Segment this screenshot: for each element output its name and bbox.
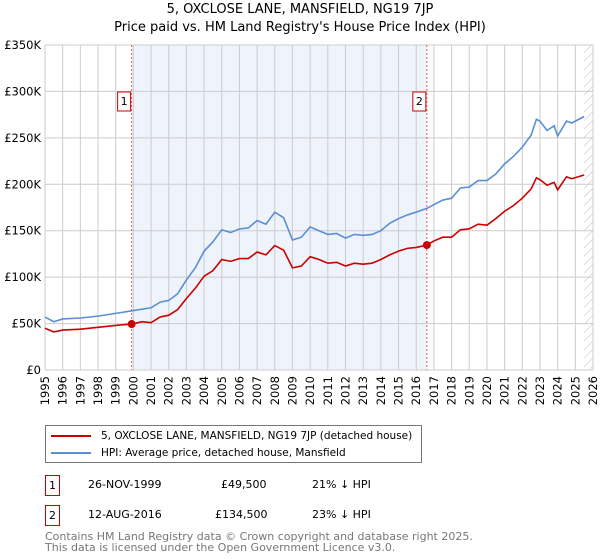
chart-svg: 1995 1996 1997 1998 1999 2000 2001 2002 2003 2004… (4, 38, 600, 405)
y-tick-label: £250K (4, 131, 41, 145)
sold-period-shading (131, 45, 427, 370)
legend: 5, OXCLOSE LANE, MANSFIELD, NG19 7JP (de… (45, 425, 422, 463)
y-tick-label: £300K (4, 84, 41, 98)
sale-badge: 1 (45, 475, 60, 496)
footer-copyright: Contains HM Land Registry data © Crown c… (45, 530, 473, 543)
sale-price: £134,500 (215, 508, 268, 521)
y-tick-label: £350K (4, 38, 41, 52)
x-tick-label: 2016 (409, 376, 423, 405)
x-tick-label: 2015 (392, 376, 406, 405)
y-tick-label: £50K (12, 317, 42, 331)
x-tick-label: 2000 (126, 376, 140, 405)
x-tick-label: 2024 (551, 376, 565, 405)
chart-subtitle: Price paid vs. HM Land Registry's House … (114, 20, 486, 35)
sale-hpi-diff: 21% ↓ HPI (312, 478, 371, 491)
sale-badge: 2 (45, 505, 60, 526)
x-tick-label: 1997 (73, 376, 87, 405)
y-tick-label: £200K (4, 177, 41, 191)
sale-row-2: 2 12-AUG-2016 £134,500 23% ↓ HPI (45, 505, 600, 526)
x-tick-label: 2006 (232, 376, 246, 405)
forecast-hatch (584, 45, 593, 370)
x-tick-label: 2002 (162, 376, 176, 405)
property-price-line (44, 174, 585, 333)
x-tick-label: 1995 (38, 376, 52, 405)
sale-hpi-diff: 23% ↓ HPI (312, 508, 371, 521)
x-tick-label: 2005 (215, 376, 229, 405)
x-tick-label: 2011 (321, 376, 335, 405)
x-tick-label: 2007 (250, 376, 264, 405)
x-tick-label: 1999 (109, 376, 123, 405)
x-tick-label: 2012 (339, 376, 353, 405)
x-tick-label: 2020 (480, 376, 494, 405)
y-tick-label: £0 (26, 363, 41, 377)
legend-swatch-property (51, 435, 91, 437)
y-tick-label: £150K (4, 224, 41, 238)
x-tick-label: 2013 (356, 376, 370, 405)
sale-point (127, 320, 136, 329)
sale-date: 26-NOV-1999 (88, 478, 162, 491)
x-tick-label: 2026 (586, 376, 600, 405)
legend-label-hpi: HPI: Average price, detached house, Mans… (101, 447, 346, 459)
sale-date: 12-AUG-2016 (88, 508, 162, 521)
footer-licence: This data is licensed under the Open Gov… (45, 541, 396, 554)
legend-label-property: 5, OXCLOSE LANE, MANSFIELD, NG19 7JP (de… (101, 430, 413, 442)
hpi-line (44, 115, 585, 323)
x-tick-label: 2022 (515, 376, 529, 405)
x-tick-label: 2003 (179, 376, 193, 405)
sale-marker-label: 1 (121, 95, 128, 108)
y-tick-label: £100K (4, 270, 41, 284)
x-tick-label: 2023 (533, 376, 547, 405)
x-tick-label: 2004 (197, 376, 211, 405)
sale-price: £49,500 (221, 478, 267, 491)
x-tick-label: 1998 (91, 376, 105, 405)
x-tick-label: 2001 (144, 376, 158, 405)
x-tick-label: 2017 (427, 376, 441, 405)
x-tick-label: 2008 (268, 376, 282, 405)
x-tick-label: 2019 (462, 376, 476, 405)
sale-point (422, 241, 431, 250)
sale-marker-badge (412, 91, 427, 112)
legend-swatch-hpi (51, 452, 91, 454)
sale-row-1: 1 26-NOV-1999 £49,500 21% ↓ HPI (45, 475, 600, 496)
sale-marker-badge (117, 91, 132, 112)
x-tick-label: 2021 (498, 376, 512, 405)
x-tick-label: 2014 (374, 376, 388, 405)
x-tick-label: 2009 (285, 376, 299, 405)
chart-title: 5, OXCLOSE LANE, MANSFIELD, NG19 7JP (166, 2, 434, 17)
x-tick-label: 2025 (568, 376, 582, 405)
x-tick-label: 2010 (303, 376, 317, 405)
x-tick-label: 1996 (56, 376, 70, 405)
sale-marker-label: 2 (416, 95, 423, 108)
x-tick-label: 2018 (445, 376, 459, 405)
